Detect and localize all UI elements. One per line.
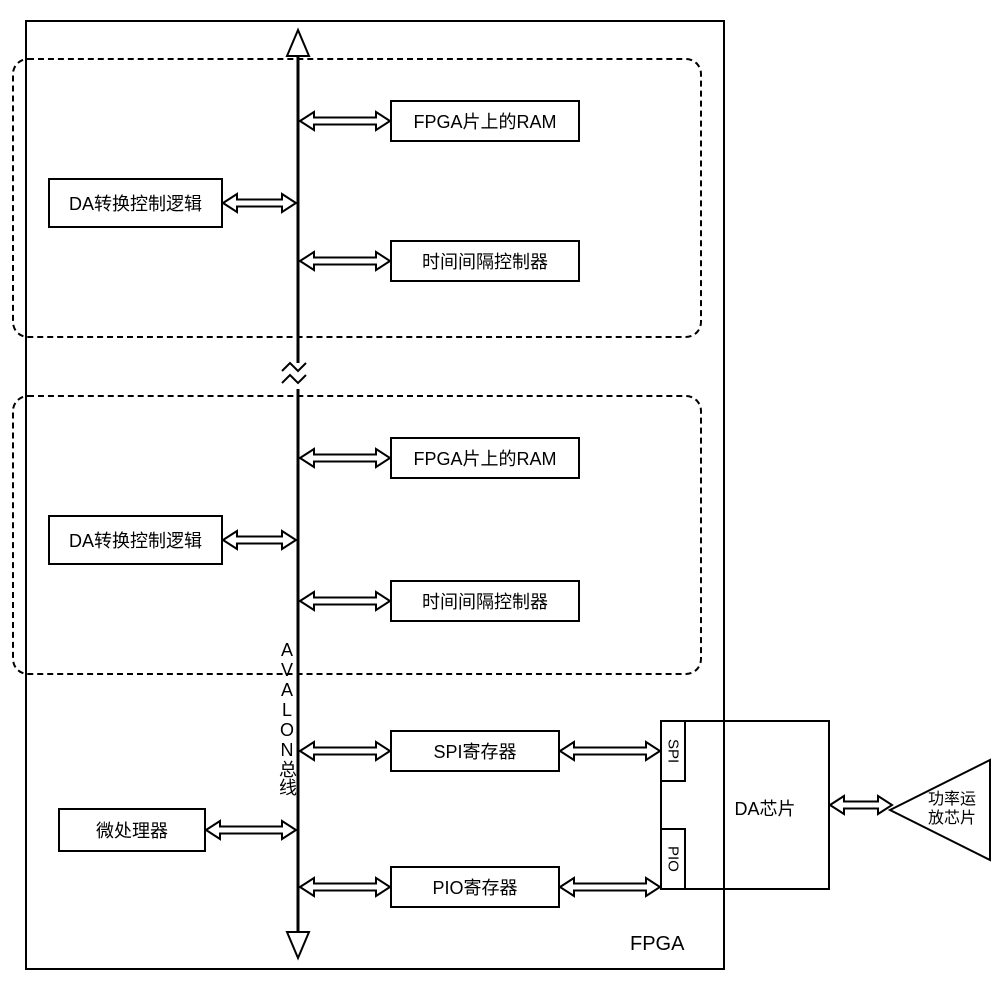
diagram-stage: FPGA AVALON总线 DA转换控制逻辑 FPGA片上的RAM 时间间隔控制…	[0, 0, 1000, 990]
connection-arrows	[0, 0, 1000, 990]
